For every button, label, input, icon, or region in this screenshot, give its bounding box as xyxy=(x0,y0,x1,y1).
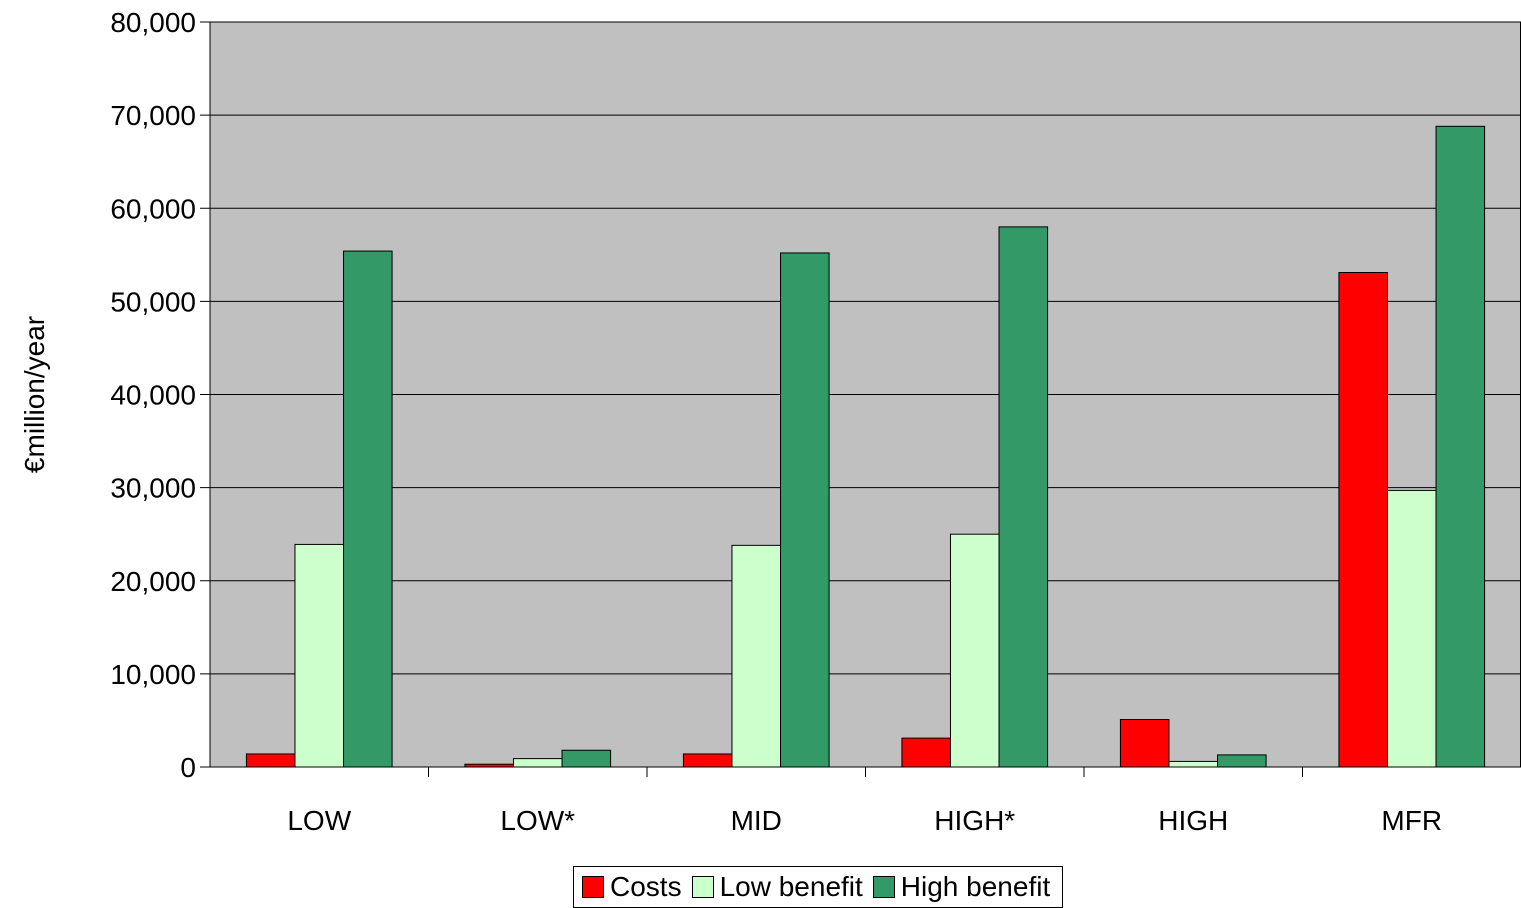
bar-low-benefit xyxy=(1386,489,1437,768)
legend-item-low-benefit: Low benefit xyxy=(691,871,863,902)
y-tick-label: 40,000 xyxy=(110,380,196,411)
y-axis-title: €million/year xyxy=(19,316,50,473)
bar-high-benefit xyxy=(343,250,393,768)
x-tick-label: HIGH* xyxy=(934,805,1015,836)
bar-low-benefit xyxy=(731,544,782,768)
bar-low-benefit xyxy=(512,758,563,768)
legend-label-high-benefit: High benefit xyxy=(900,871,1051,902)
bar-high-benefit xyxy=(1217,754,1267,768)
bar-low-benefit xyxy=(949,533,1000,768)
y-tick-label: 20,000 xyxy=(110,566,196,597)
legend-swatch-costs xyxy=(582,876,604,898)
bar-high-benefit xyxy=(561,749,612,768)
legend-item-costs: Costs xyxy=(582,873,682,901)
y-tick-label: 70,000 xyxy=(110,100,196,131)
gridlines xyxy=(210,21,1521,675)
x-tick-label: HIGH xyxy=(1158,805,1228,836)
bar-high-benefit xyxy=(1435,125,1486,768)
x-tick-labels: LOW LOW* MID HIGH* HIGH MFR xyxy=(287,805,1442,836)
legend-label-low-benefit: Low benefit xyxy=(719,871,863,902)
bar-low-benefit xyxy=(1168,760,1219,768)
bar-costs xyxy=(1119,719,1170,768)
y-tick-label: 0 xyxy=(180,752,196,783)
bar-costs xyxy=(245,753,296,768)
bars xyxy=(245,125,1486,768)
legend-swatch-high-benefit xyxy=(872,876,895,898)
x-tick-label: MFR xyxy=(1381,805,1442,836)
bar-high-benefit xyxy=(780,252,830,768)
bar-costs xyxy=(1338,272,1388,768)
legend: Costs Low benefit High benefit xyxy=(573,866,1064,908)
x-tick-label: LOW* xyxy=(500,805,575,836)
bar-costs xyxy=(682,753,733,768)
y-tick-label: 10,000 xyxy=(110,659,196,690)
legend-item-high-benefit: High benefit xyxy=(872,871,1051,902)
bar-costs xyxy=(901,737,951,768)
x-tick-label: MID xyxy=(731,805,782,836)
y-tick-label: 30,000 xyxy=(110,473,196,504)
legend-swatch-low-benefit xyxy=(691,876,714,898)
bar-high-benefit xyxy=(998,226,1049,768)
y-tick-label: 50,000 xyxy=(110,286,196,317)
y-tick-label: 60,000 xyxy=(110,193,196,224)
y-tick-label: 80,000 xyxy=(110,7,196,38)
legend-label-costs: Costs xyxy=(610,871,682,902)
bar-low-benefit xyxy=(294,543,345,768)
y-tick-labels: 0 10,000 20,000 30,000 40,000 50,000 60,000 70,… xyxy=(110,7,196,783)
x-tick-label: LOW xyxy=(287,805,351,836)
